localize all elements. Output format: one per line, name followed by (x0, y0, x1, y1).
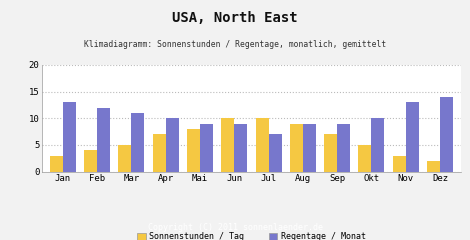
Bar (324, 134, 337, 172)
Legend: Sonnenstunden / Tag, Regentage / Monat: Sonnenstunden / Tag, Regentage / Monat (134, 229, 369, 240)
Text: Copyright (C) 2011 sonnenlaender.de: Copyright (C) 2011 sonnenlaender.de (148, 223, 322, 232)
Bar (200, 124, 213, 172)
Bar (50, 156, 63, 172)
Bar (118, 145, 132, 172)
Text: Klimadiagramm: Sonnenstunden / Regentage, monatlich, gemittelt: Klimadiagramm: Sonnenstunden / Regentage… (84, 40, 386, 49)
Bar (427, 161, 440, 172)
Bar (440, 97, 453, 172)
Bar (406, 102, 419, 172)
Bar (221, 118, 235, 172)
Bar (359, 145, 371, 172)
Bar (393, 156, 406, 172)
Bar (268, 134, 282, 172)
Bar (166, 118, 179, 172)
Bar (256, 118, 268, 172)
Bar (132, 113, 144, 172)
Text: USA, North East: USA, North East (172, 11, 298, 25)
Bar (290, 124, 303, 172)
Bar (97, 108, 110, 172)
Bar (235, 124, 247, 172)
Bar (63, 102, 76, 172)
Bar (84, 150, 97, 172)
Bar (303, 124, 316, 172)
Bar (371, 118, 384, 172)
Bar (337, 124, 350, 172)
Bar (187, 129, 200, 172)
Bar (153, 134, 166, 172)
